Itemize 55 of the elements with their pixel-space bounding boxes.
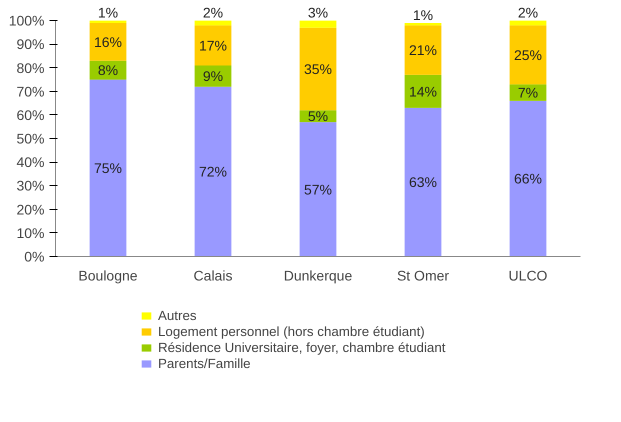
x-tick-label: Boulogne — [78, 268, 138, 284]
y-tick-label: 40% — [16, 154, 45, 170]
bar — [90, 20, 126, 24]
data-label: 1% — [98, 4, 118, 21]
y-tick-label: 70% — [16, 83, 45, 100]
data-label: 72% — [198, 164, 228, 180]
bar — [194, 25, 232, 66]
bar — [510, 100, 546, 256]
y-tick-label: 90% — [16, 36, 45, 52]
data-label: 8% — [98, 62, 118, 78]
y-tick-label: 30% — [16, 178, 45, 194]
data-label: 1% — [412, 7, 434, 24]
data-label: 57% — [304, 181, 332, 198]
data-label: 17% — [198, 37, 228, 54]
x-tick-label: Calais — [194, 268, 232, 284]
bar — [404, 74, 442, 108]
data-label: 63% — [408, 174, 438, 190]
bar — [404, 25, 442, 75]
data-label: 35% — [304, 61, 332, 77]
legend-label: Résidence Universitaire, foyer, chambre étudiant — [158, 340, 446, 355]
x-tick-label: St Omer — [396, 268, 450, 284]
data-label: 2% — [202, 4, 224, 21]
bar — [90, 23, 126, 61]
data-label: 75% — [94, 160, 122, 176]
data-label: 2% — [518, 4, 538, 21]
data-label: 66% — [514, 170, 542, 187]
y-tick-label: 100% — [8, 12, 45, 29]
data-label: 7% — [518, 84, 538, 101]
bar — [194, 86, 232, 256]
data-label: 16% — [94, 34, 122, 50]
y-tick-label: 50% — [16, 130, 45, 147]
y-tick-label: 60% — [16, 106, 45, 123]
bar — [510, 20, 546, 26]
bar — [300, 122, 336, 256]
bar — [194, 20, 232, 26]
legend-label: Logement personnel (hors chambre étudiant) — [158, 324, 425, 339]
bar — [404, 108, 442, 256]
data-label: 25% — [514, 46, 542, 63]
data-label: 21% — [408, 42, 438, 58]
y-tick-label: 80% — [16, 60, 45, 76]
bar — [300, 28, 336, 110]
data-label: 14% — [408, 83, 438, 100]
bar — [90, 80, 126, 256]
legend-label: Parents/Famille — [158, 356, 251, 371]
bar — [300, 20, 336, 28]
y-tick-label: 0% — [24, 248, 44, 264]
data-label: 5% — [308, 108, 328, 124]
data-label: 3% — [308, 4, 328, 21]
x-tick-label: Dunkerque — [284, 268, 352, 284]
y-tick-label: 20% — [16, 201, 45, 218]
legend-label: Autres — [158, 308, 197, 323]
x-tick-label: ULCO — [508, 268, 548, 284]
data-label: 9% — [202, 68, 224, 84]
bar — [510, 25, 546, 84]
y-tick-label: 10% — [16, 224, 45, 241]
